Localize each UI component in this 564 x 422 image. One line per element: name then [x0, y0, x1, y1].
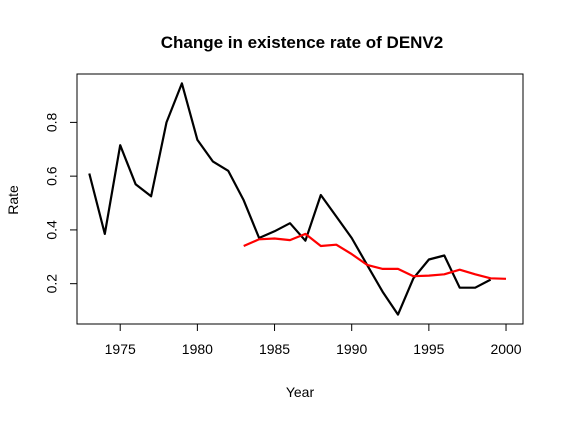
x-tick-label: 1990: [336, 341, 367, 357]
plot-frame: [76, 73, 524, 325]
y-tick-label: 0.6: [44, 166, 60, 186]
x-tick-label: 1975: [105, 341, 136, 357]
series-line-1: [88, 82, 492, 316]
y-axis-label: Rate: [5, 185, 21, 215]
y-tick-label: 0.8: [44, 112, 60, 132]
series-line-2: [243, 232, 507, 280]
x-tick-label: 1980: [182, 341, 213, 357]
y-axis: 0.2 0.4 0.6 0.8: [44, 112, 78, 294]
series-layer: [88, 82, 507, 316]
y-tick-label: 0.2: [44, 274, 60, 294]
x-axis: 1975 1980 1985 1990 1995 2000: [105, 323, 522, 357]
x-axis-label: Year: [286, 384, 315, 400]
x-tick-label: 1995: [413, 341, 444, 357]
y-tick-label: 0.4: [44, 220, 60, 240]
chart-title: Change in existence rate of DENV2: [161, 33, 443, 52]
x-tick-label: 1985: [259, 341, 290, 357]
x-tick-label: 2000: [490, 341, 521, 357]
